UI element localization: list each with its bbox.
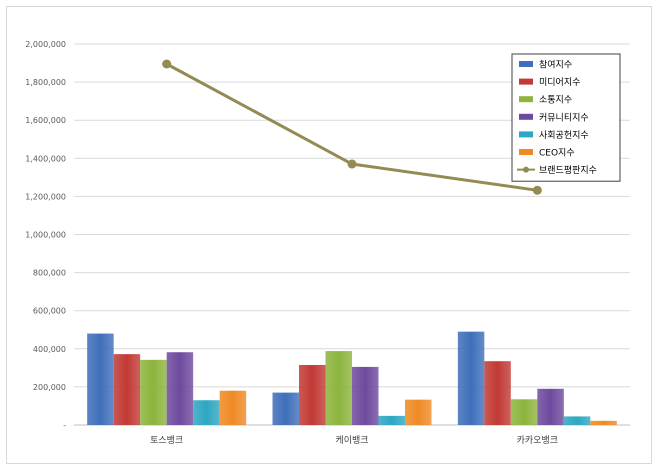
legend-label: 참여지수	[539, 59, 572, 71]
bar-사회공헌지수	[193, 400, 220, 425]
line-point-브랜드평판지수	[532, 185, 542, 195]
legend-label: 사회공헌지수	[539, 130, 589, 141]
bar-사회공헌지수	[378, 415, 405, 425]
legend-label: 소통지수	[539, 95, 572, 106]
line-브랜드평판지수	[165, 62, 538, 192]
y-tick-label: 1,600,000	[25, 116, 66, 125]
legend-label: 미디어지수	[539, 77, 580, 88]
legend-swatch	[519, 96, 533, 103]
y-tick-label: 2,000,000	[25, 40, 66, 49]
legend-label: 커뮤니티지수	[539, 112, 589, 123]
legend-swatch	[519, 61, 533, 67]
y-tick-label: 1,800,000	[25, 78, 66, 87]
bar-CEO지수	[219, 390, 247, 425]
y-tick-label: -	[63, 421, 66, 430]
bar-참여지수	[272, 392, 299, 425]
bar-CEO지수	[405, 399, 432, 425]
bar-소통지수	[140, 359, 167, 425]
y-tick-label: 1,200,000	[25, 192, 66, 201]
bar-사회공헌지수	[563, 416, 591, 425]
y-tick-label: 600,000	[33, 307, 66, 316]
x-category-label: 토스뱅크	[150, 435, 183, 446]
bar-참여지수	[457, 331, 485, 425]
legend-label: CEO지수	[539, 148, 575, 159]
bar-참여지수	[87, 333, 114, 425]
bar-미디어지수	[484, 361, 511, 425]
bar-커뮤니티지수	[352, 366, 379, 425]
y-tick-label: 1,000,000	[25, 231, 66, 240]
x-category-label: 케이뱅크	[335, 435, 368, 446]
bar-소통지수	[510, 399, 538, 425]
bar-소통지수	[325, 351, 352, 425]
legend-swatch	[519, 113, 533, 120]
x-category-label: 카카오뱅크	[517, 435, 558, 446]
y-tick-label: 800,000	[33, 269, 66, 278]
legend-label: 브랜드평판지수	[539, 165, 597, 176]
y-tick-label: 1,400,000	[25, 154, 66, 163]
bar-미디어지수	[299, 364, 326, 425]
bar-커뮤니티지수	[537, 388, 564, 425]
y-tick-label: 200,000	[33, 383, 66, 392]
bar-커뮤니티지수	[166, 352, 194, 425]
legend-swatch-marker	[523, 166, 529, 173]
legend-swatch	[519, 149, 533, 155]
legend-swatch	[519, 78, 533, 85]
y-tick-label: 400,000	[33, 345, 66, 354]
line-point-브랜드평판지수	[347, 159, 357, 169]
bar-CEO지수	[590, 420, 617, 425]
legend-swatch	[519, 131, 533, 138]
line-point-브랜드평판지수	[162, 59, 172, 69]
bar-미디어지수	[113, 354, 141, 425]
